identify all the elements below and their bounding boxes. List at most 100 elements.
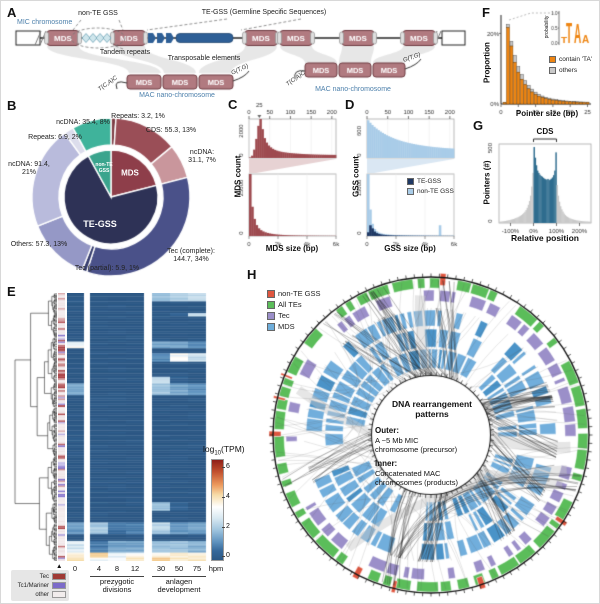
other-row-swatch: [52, 591, 66, 598]
mds-swatch: [267, 322, 275, 331]
donut-label-ncdna-91: ncDNA: 91.4, 21%: [8, 161, 50, 177]
pointer-size-xlabel: Pointer size (bp): [515, 109, 579, 118]
panel-h-circos-canvas: [241, 263, 599, 603]
non-te-gss-circos-label: non-TE GSS: [278, 289, 321, 298]
colorbar-tick-0: 0: [226, 552, 230, 559]
cds-region-label: CDS: [536, 127, 554, 136]
colorbar-mark: [222, 497, 225, 498]
donut-label-others: Others: 57.3, 13%: [10, 241, 68, 248]
tc1-mariner-row-swatch: [52, 582, 66, 589]
circos-legend-mds: MDS: [267, 322, 295, 331]
heatmap-col-0: 0: [72, 564, 78, 573]
panel-label-b: B: [7, 98, 17, 113]
mic-chromosome-label: MIC chromosome: [17, 19, 73, 26]
circos-outer-desc: A ~5 Mb MIC chromosome (precursor): [375, 435, 458, 454]
relative-position-xlabel: Relative position: [510, 233, 579, 243]
others-label: others: [559, 67, 578, 74]
non-te-gss-swatch: [407, 188, 414, 195]
tec-row-swatch: [52, 573, 66, 580]
circos-inner-desc: Concatenated MAC chromosomes (products): [375, 468, 458, 487]
anlagen-development-group-label: anlagen development: [152, 576, 206, 595]
panel-c-histograms-canvas: [229, 96, 359, 266]
tc1-mariner-row-label: Tc1/Mariner: [17, 582, 49, 589]
mds-count-ylabel: MDS count: [233, 155, 243, 198]
tec-swatch: [267, 311, 275, 320]
gss-count-ylabel: GSS count: [351, 156, 361, 197]
contain-ta-swatch: [549, 56, 556, 63]
probability-ylabel: probability: [544, 15, 550, 39]
colorbar-tick-2: 2: [226, 523, 230, 530]
circos-legend-non-te-gss: non-TE GSS: [267, 289, 321, 298]
panel-label-f: F: [482, 5, 490, 20]
others-legend-item: others: [549, 67, 577, 74]
donut-label-tec-complete: Tec (complete): 144.7, 34%: [167, 248, 215, 264]
donut-label-repeats-small: Repeats: 3.2, 1%: [111, 113, 165, 120]
panel-e-heatmap-canvas: [67, 293, 207, 561]
non-te-gss-legend-item: non-TE GSS: [407, 188, 454, 195]
panel-label-d: D: [345, 97, 355, 112]
other-row-legend: other: [12, 591, 66, 598]
donut-label-tec-partial: Tec (partial): 5.9, 1%: [74, 265, 140, 272]
donut-label-ncdna-31: ncDNA: 31.1, 7%: [188, 149, 216, 165]
panel-label-g: G: [473, 118, 484, 133]
panel-label-h: H: [247, 267, 257, 282]
heatmap-col-4: 4: [96, 564, 102, 573]
donut-label-repeats-69: Repeats: 6.9, 2%: [28, 134, 82, 141]
panel-label-e: E: [7, 284, 16, 299]
panel-g-histogram-canvas: [481, 126, 599, 261]
donut-inner-te-gss: TE-GSS: [83, 219, 117, 229]
heatmap-col-30: 30: [156, 564, 166, 573]
tec-label: Tec: [278, 311, 290, 320]
other-row-label: other: [35, 591, 49, 598]
others-swatch: [549, 67, 556, 74]
panel-label-a: A: [7, 5, 17, 20]
panel-e-annotation-canvas: [58, 293, 65, 561]
prezygotic-divisions-group-label: prezygotic divisions: [90, 576, 144, 595]
heatmap-col-50: 50: [174, 564, 184, 573]
panel-f-barplot-canvas: [481, 1, 599, 126]
non-te-gss-legend-label: non-TE GSS: [417, 188, 454, 195]
colorbar-tick-6: 6: [226, 463, 230, 470]
donut-label-ncdna-354: ncDNA: 35.4, 8%: [56, 119, 110, 126]
all-tes-label: All TEs: [278, 300, 302, 309]
circos-title: DNA rearrangement patterns: [392, 399, 472, 420]
annotation-column-marker: ▲: [56, 563, 63, 570]
tandem-repeats-label: Tandem repeats: [99, 49, 151, 56]
gss-size-xlabel: GSS size (bp): [384, 244, 436, 253]
non-te-gss-label: non-TE GSS: [78, 10, 118, 17]
panel-b-donut-canvas: [1, 96, 231, 291]
circos-center-text: DNA rearrangement patterns Outer: A ~5 M…: [375, 399, 489, 487]
transposable-elements-label: Transposable elements: [167, 55, 241, 62]
pointers-ylabel: Pointers (#): [482, 160, 492, 205]
colorbar: [211, 459, 224, 561]
tc1-mariner-row-legend: Tc1/Mariner: [12, 582, 66, 589]
heatmap-col-12: 12: [130, 564, 140, 573]
contain-ta-legend-item: contain 'TA': [549, 56, 592, 63]
te-gss-legend-label: TE-GSS: [417, 178, 442, 185]
panel-e-dendrogram-canvas: [13, 293, 57, 561]
mac-nanochromosome-left-label: MAC nano-chromosome: [139, 92, 215, 99]
circos-outer-head: Outer:: [375, 426, 399, 436]
colorbar-tick-4: 4: [226, 493, 230, 500]
colorbar-mark: [222, 556, 225, 557]
circos-legend-tec: Tec: [267, 311, 290, 320]
mds-label: MDS: [278, 322, 295, 331]
donut-label-cds: CDS: 55.3, 13%: [145, 127, 197, 134]
heatmap-col-8: 8: [114, 564, 120, 573]
non-te-gss-circos-swatch: [267, 289, 275, 298]
te-gss-legend-item: TE-GSS: [407, 178, 441, 185]
te-gss-swatch: [407, 178, 414, 185]
heatmap-col-75: 75: [192, 564, 202, 573]
all-tes-swatch: [267, 300, 275, 309]
colorbar-label: log10(TPM): [203, 444, 245, 457]
heatmap-unit-hpm: hpm: [208, 564, 224, 573]
tec-row-label: Tec: [39, 573, 49, 580]
colorbar-mark: [222, 467, 225, 468]
mac-nanochromosome-right-label: MAC nano-chromosome: [315, 86, 391, 93]
te-gss-label: TE-GSS (Germline Specific Sequences): [201, 9, 327, 16]
donut-inner-mds: MDS: [121, 168, 139, 178]
proportion-ylabel: Proportion: [482, 42, 492, 83]
donut-inner-non-te-gss: non-TE GSS: [95, 162, 113, 174]
tec-row-legend: Tec: [12, 573, 66, 580]
panel-label-c: C: [228, 97, 238, 112]
